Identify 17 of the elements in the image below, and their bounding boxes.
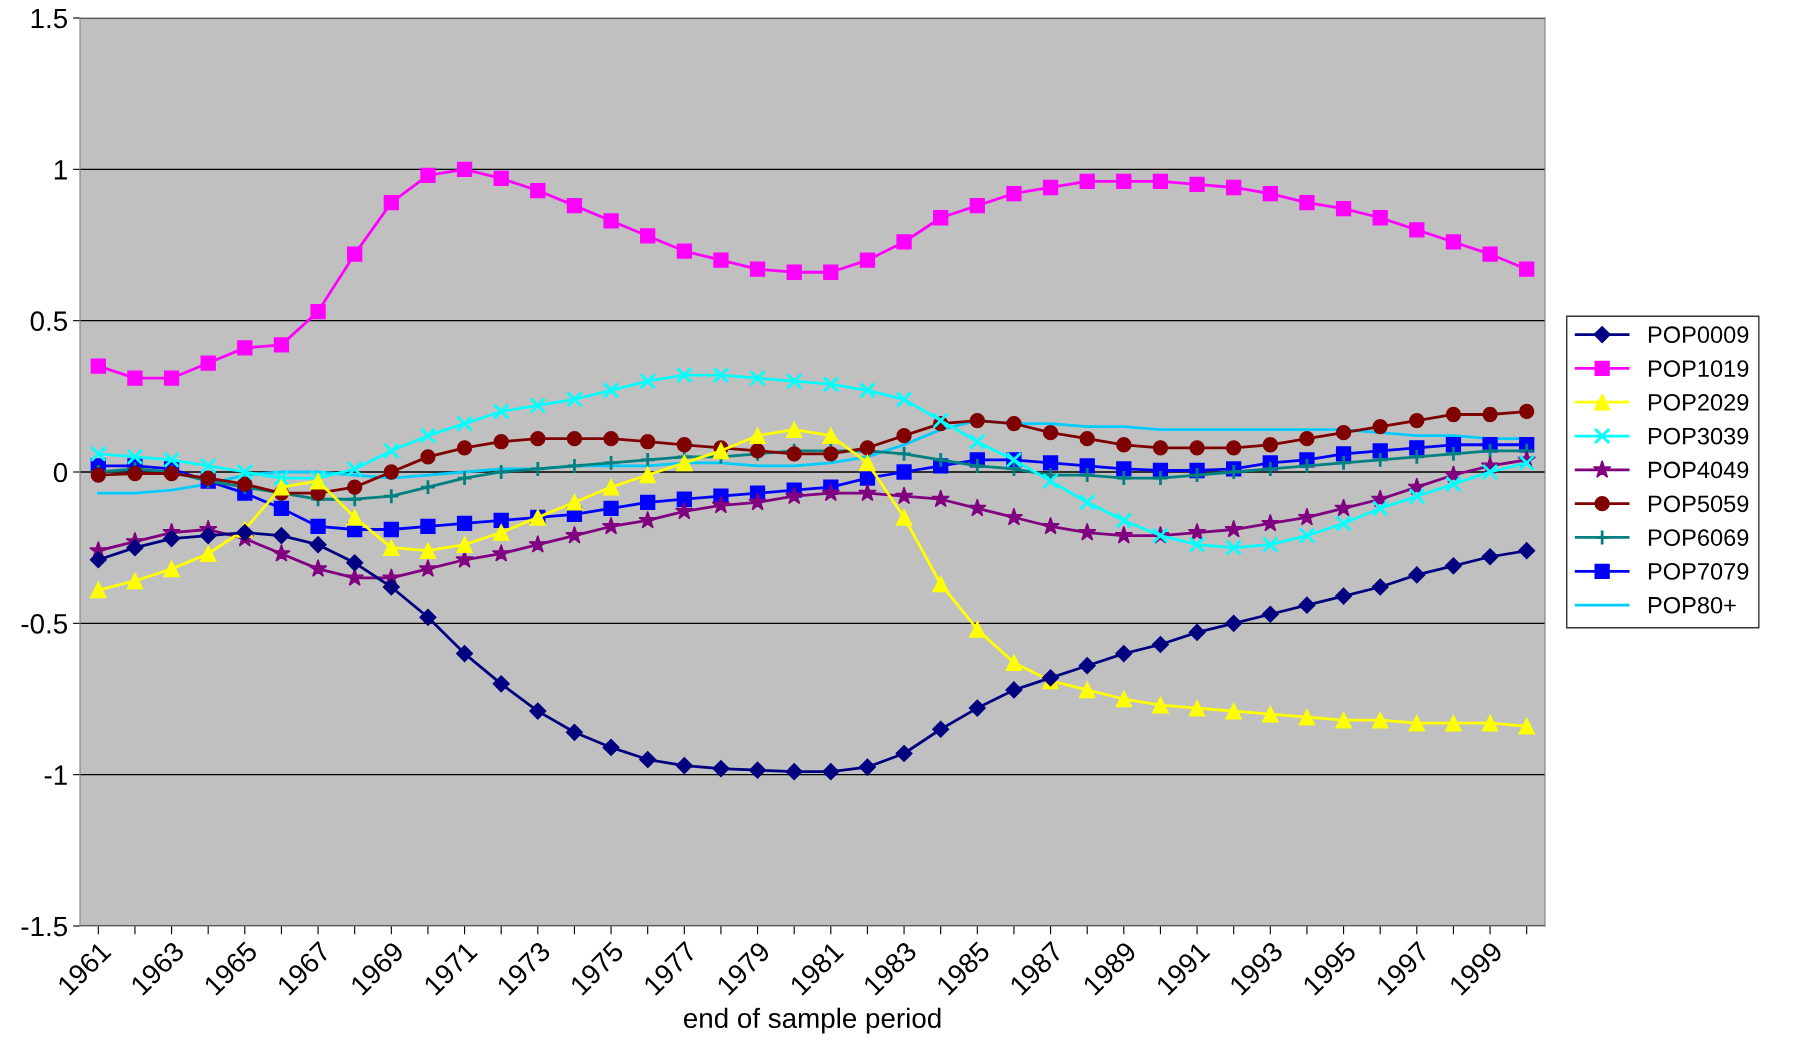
legend-label: POP7079 xyxy=(1648,563,1749,580)
legend-label: POP3039 xyxy=(1648,427,1749,445)
legend-label: POP6069 xyxy=(1648,529,1749,546)
y-tick-label: -0.5 xyxy=(21,614,68,634)
y-tick-label: 0.5 xyxy=(30,311,68,332)
y-tick-label: 1 xyxy=(54,160,67,180)
legend-label: POP0009 xyxy=(1648,326,1749,344)
legend-label: POP4049 xyxy=(1648,461,1749,479)
legend-label: POP80+ xyxy=(1648,596,1736,614)
y-tick-label: 1.5 xyxy=(31,8,68,29)
y-tick-label: -1 xyxy=(44,765,67,785)
legend-label: POP1019 xyxy=(1648,360,1749,377)
legend-label: POP5059 xyxy=(1648,495,1749,513)
y-tick-label: -1.5 xyxy=(21,916,68,937)
y-tick-label: 0 xyxy=(53,462,68,483)
x-axis-title: end of sample period xyxy=(683,1007,941,1034)
legend-label: POP2029 xyxy=(1648,393,1749,411)
